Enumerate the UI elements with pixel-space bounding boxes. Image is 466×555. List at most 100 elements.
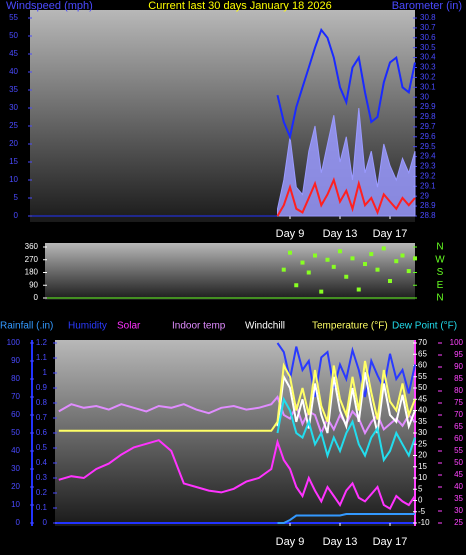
tick-label: 29.2 <box>420 172 436 181</box>
tick-label: 45 <box>418 394 427 403</box>
tick-label: N <box>436 293 443 304</box>
tick-label: 25 <box>454 518 463 527</box>
tick-label: 10 <box>418 473 427 482</box>
tick-label: 35 <box>454 494 463 503</box>
x-tick-label: Day 9 <box>276 228 305 240</box>
point <box>406 269 411 274</box>
tick-label: 100 <box>7 338 21 347</box>
legend-label: Solar <box>117 321 141 332</box>
tick-label: 60 <box>454 434 463 443</box>
tick-label: E <box>437 280 444 291</box>
tick-label: S <box>437 267 444 278</box>
tick-label: 5 <box>418 484 423 493</box>
tick-label: 15 <box>9 157 18 166</box>
tick-label: 30 <box>418 428 427 437</box>
tick-label: 30.5 <box>420 43 436 52</box>
tick-label: 80 <box>454 386 463 395</box>
point <box>388 279 392 283</box>
series-line <box>277 513 415 524</box>
tick-label: 30 <box>11 464 20 473</box>
tick-label: 55 <box>454 446 463 455</box>
tick-label: 40 <box>9 67 18 76</box>
series-line <box>276 177 416 217</box>
tick-label: 60 <box>11 410 20 419</box>
x-tick-label: Day 13 <box>323 228 358 240</box>
tick-label: 20 <box>9 139 18 148</box>
tick-label: 0.5 <box>36 443 48 452</box>
tick-label: 50 <box>418 383 427 392</box>
tick-label: 30.2 <box>420 73 436 82</box>
tick-label: 360 <box>25 242 39 251</box>
tick-label: 90 <box>454 362 463 371</box>
tick-label: 30.3 <box>420 63 436 72</box>
series-line <box>276 27 416 141</box>
tick-label: 0.3 <box>36 473 48 482</box>
tick-label: 0.6 <box>36 428 48 437</box>
point <box>369 252 374 257</box>
point <box>313 253 317 258</box>
point <box>306 270 311 275</box>
tick-label: 0.4 <box>36 458 48 467</box>
tick-label: 10 <box>11 500 20 509</box>
tick-label: 29.8 <box>420 112 436 121</box>
tick-label: -10 <box>418 518 430 527</box>
tick-label: 70 <box>418 338 427 347</box>
point <box>363 262 367 266</box>
legend-label: Temperature (°F) <box>312 321 388 332</box>
tick-label: 0 <box>16 518 21 527</box>
tick-label: 30.1 <box>420 82 436 91</box>
tick-label: 28.8 <box>420 211 436 220</box>
tick-label: 29.6 <box>420 132 436 141</box>
tick-label: 180 <box>25 268 39 277</box>
tick-label: 1.1 <box>36 353 48 362</box>
tick-label: 1 <box>43 368 48 377</box>
series-line <box>58 438 416 510</box>
tick-label: 0.8 <box>36 398 48 407</box>
tick-label: 29.5 <box>420 142 436 151</box>
legend-label: Windchill <box>245 321 285 332</box>
legend-label: Indoor temp <box>172 321 226 332</box>
plot-area <box>45 243 415 300</box>
tick-label: 0.1 <box>36 503 48 512</box>
point <box>281 267 286 272</box>
tick-label: 50 <box>454 458 463 467</box>
tick-label: 25 <box>9 121 18 130</box>
series-line <box>276 372 416 434</box>
series-line <box>276 342 416 398</box>
point <box>413 256 417 261</box>
tick-label: 95 <box>454 350 463 359</box>
chart-title: Current last 30 days January 18 2026 <box>148 0 331 12</box>
tick-label: W <box>435 254 445 265</box>
tick-label: 50 <box>11 428 20 437</box>
tick-label: 15 <box>418 462 427 471</box>
tick-label: 30.6 <box>420 33 436 42</box>
point <box>331 264 336 269</box>
tick-label: 0.9 <box>36 383 48 392</box>
y-axis-title: Windspeed (mph) <box>6 0 93 12</box>
point <box>356 287 361 292</box>
point <box>338 249 342 254</box>
tick-label: 70 <box>454 410 463 419</box>
x-tick-label: Day 17 <box>373 228 408 240</box>
tick-label: 5 <box>14 193 19 202</box>
point <box>288 250 292 255</box>
point <box>400 253 405 258</box>
tick-label: 0 <box>418 496 423 505</box>
tick-label: 30.8 <box>420 13 436 22</box>
tick-label: 0 <box>34 293 39 302</box>
tick-label: 65 <box>418 349 427 358</box>
tick-label: N <box>436 242 443 253</box>
tick-label: 0 <box>43 518 48 527</box>
point <box>325 257 330 262</box>
tick-label: 40 <box>418 406 427 415</box>
tick-label: 35 <box>418 417 427 426</box>
tick-label: 1.2 <box>36 338 48 347</box>
tick-label: 55 <box>418 372 427 381</box>
tick-label: 0 <box>14 211 19 220</box>
tick-label: 30 <box>9 103 18 112</box>
tick-label: 25 <box>418 439 427 448</box>
tick-label: -5 <box>418 507 426 516</box>
tick-label: 28.9 <box>420 201 436 210</box>
tick-label: 0.2 <box>36 488 48 497</box>
tick-label: 29 <box>420 191 429 200</box>
